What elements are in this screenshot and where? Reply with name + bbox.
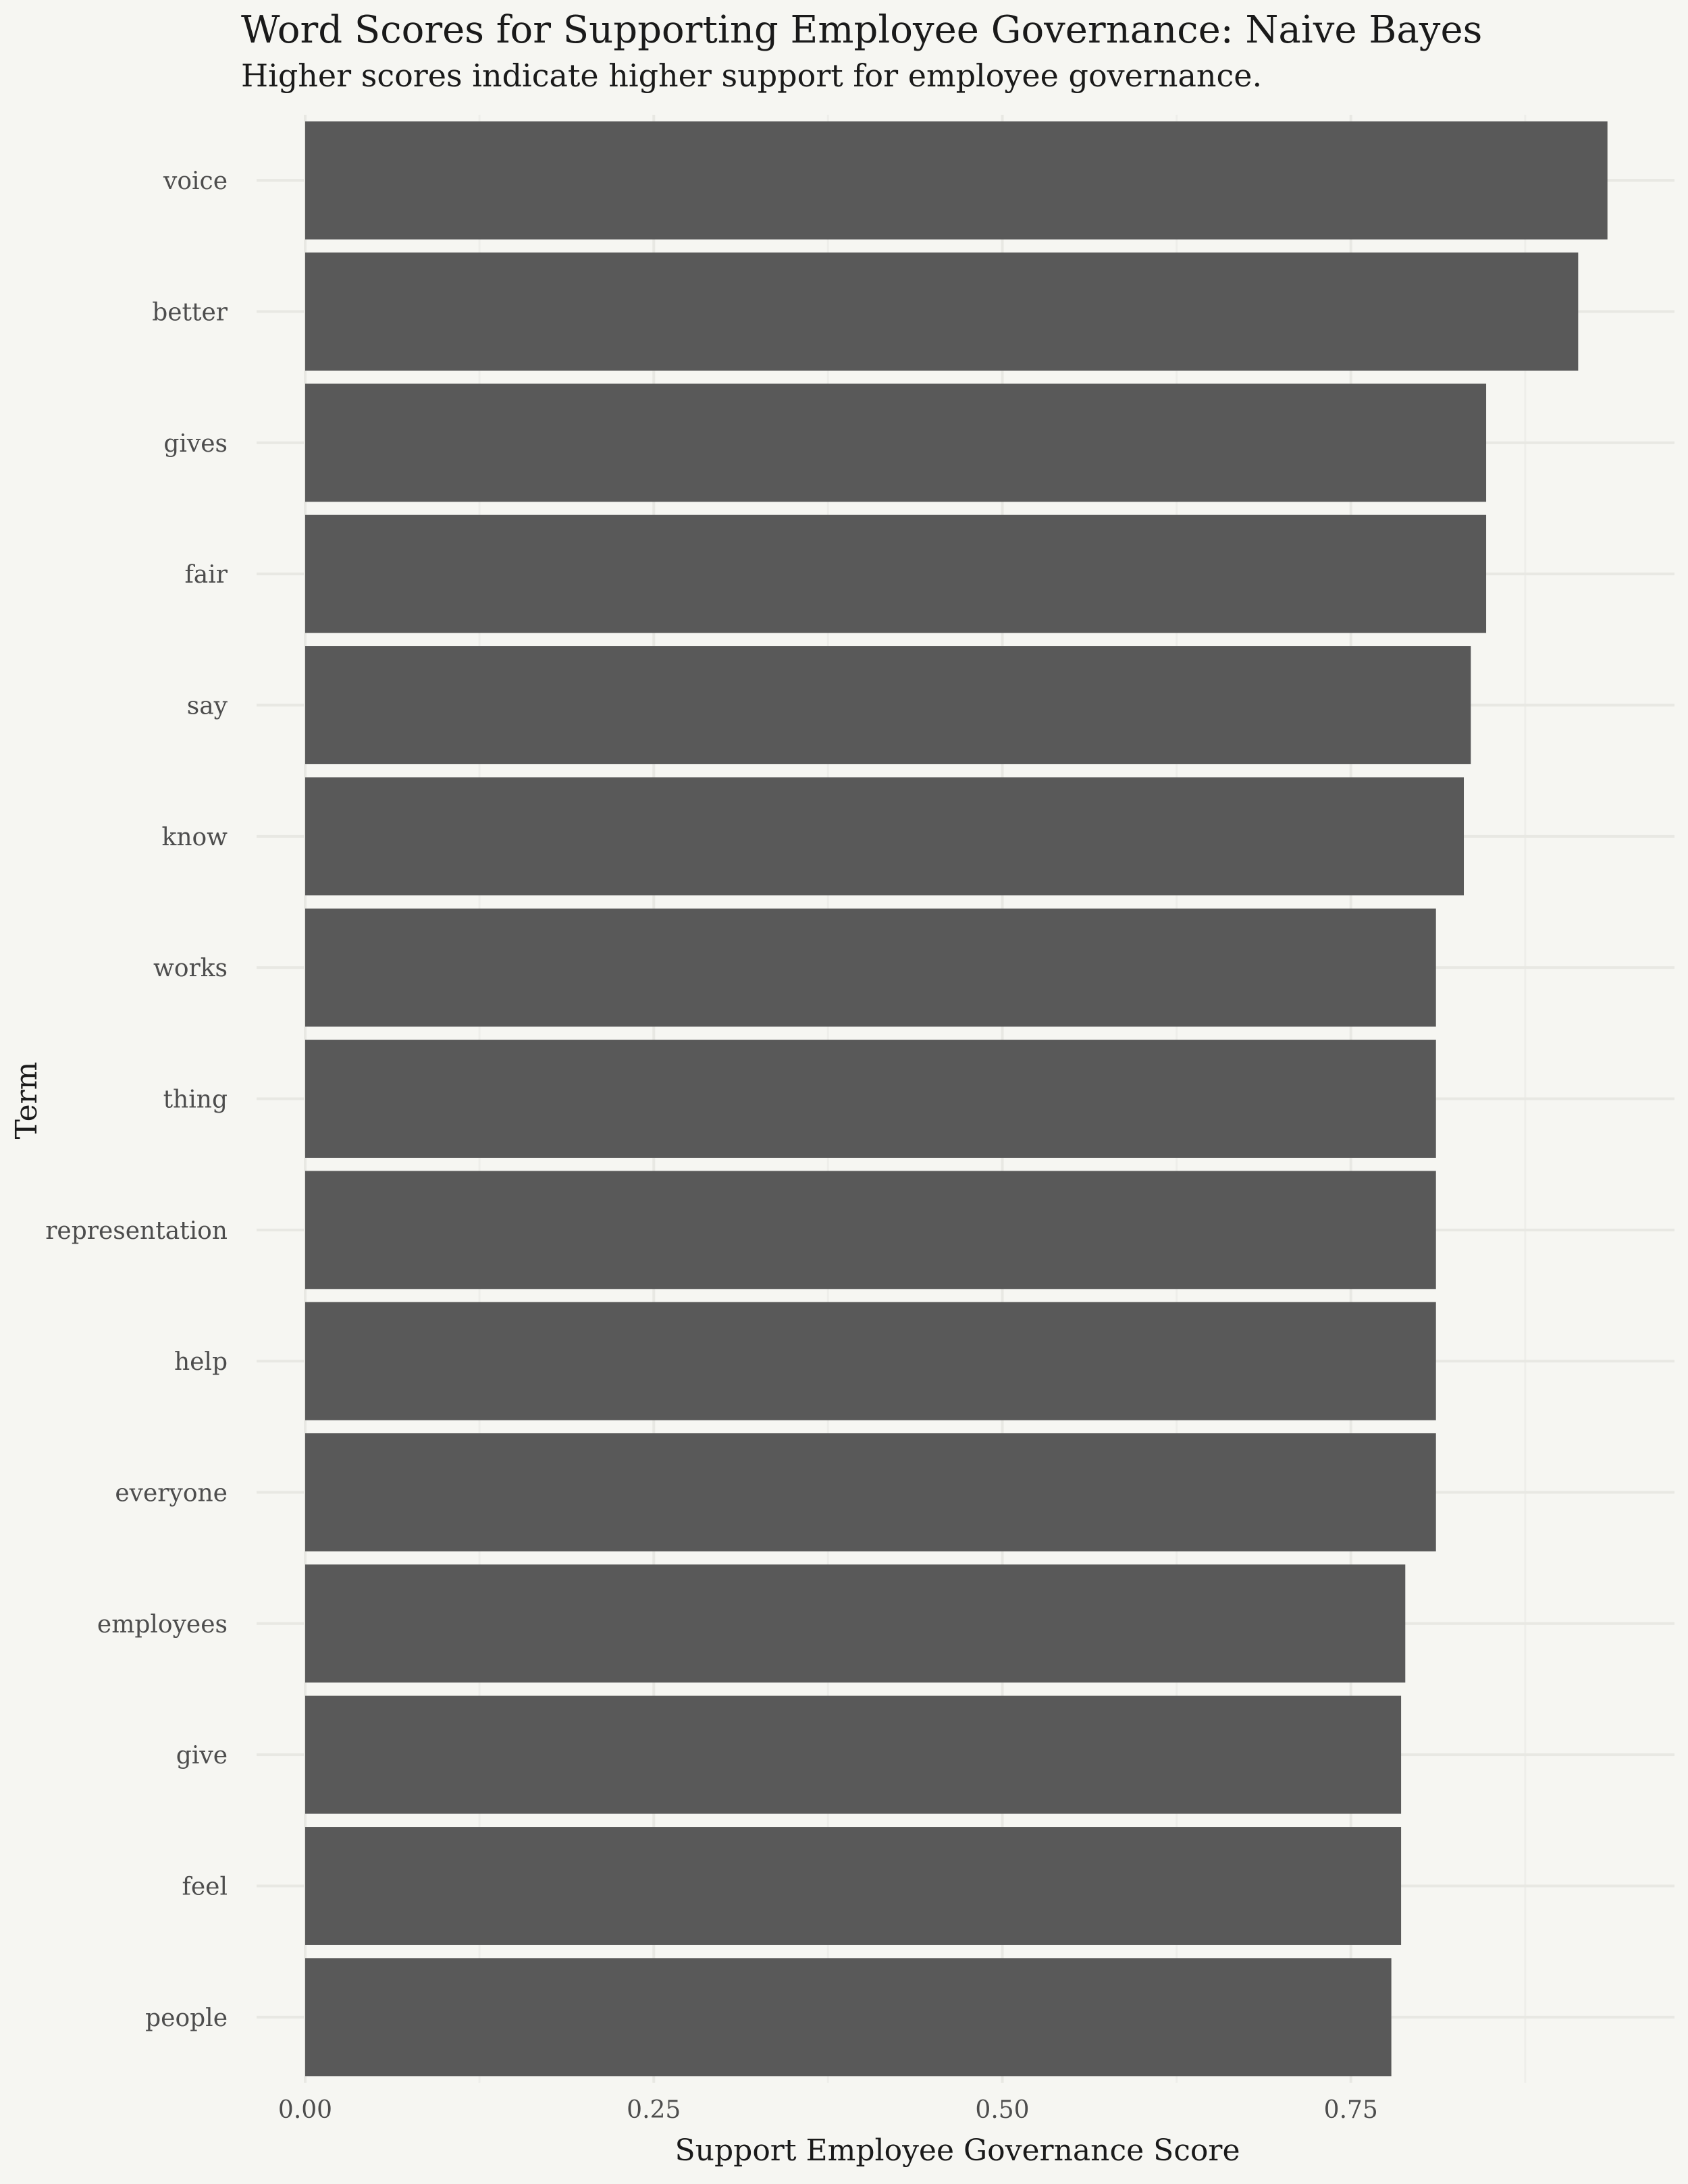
bar-fair <box>305 514 1487 633</box>
y-tick-label-voice: voice <box>163 167 228 195</box>
x-tick-label: 0.50 <box>975 2096 1029 2124</box>
y-tick-label-employees: employees <box>97 1611 228 1639</box>
bar-better <box>305 252 1579 371</box>
x-axis-title: Support Employee Governance Score <box>675 2133 1240 2168</box>
chart-subtitle: Higher scores indicate higher support fo… <box>241 57 1262 94</box>
bar-say <box>305 646 1471 764</box>
y-tick-label-feel: feel <box>182 1873 228 1901</box>
y-tick-label-gives: gives <box>163 430 228 458</box>
bar-know <box>305 777 1465 896</box>
y-tick-label-works: works <box>153 955 228 982</box>
y-tick-label-fair: fair <box>184 561 228 589</box>
bar-works <box>305 908 1436 1027</box>
x-axis-tick-labels: 0.00 0.25 0.50 0.75 <box>278 2096 1378 2124</box>
y-tick-label-representation: representation <box>45 1217 228 1245</box>
y-tick-label-say: say <box>187 693 228 720</box>
y-tick-label-everyone: everyone <box>115 1480 228 1508</box>
y-tick-label-people: people <box>145 2004 228 2032</box>
bar-help <box>305 1302 1436 1420</box>
bar-employees <box>305 1564 1406 1683</box>
bar-people <box>305 1958 1392 2077</box>
x-tick-label: 0.00 <box>278 2096 332 2124</box>
x-tick-label: 0.75 <box>1324 2096 1378 2124</box>
y-tick-label-know: know <box>162 824 228 851</box>
bar-everyone <box>305 1433 1436 1551</box>
bar-thing <box>305 1040 1436 1158</box>
bar-representation <box>305 1171 1436 1289</box>
y-axis-tick-labels: voice better gives fair say know works thing rep… <box>45 167 228 2032</box>
bar-voice <box>305 121 1608 240</box>
chart-title: Word Scores for Supporting Employee Gove… <box>241 8 1482 52</box>
bar-feel <box>305 1827 1402 1945</box>
y-tick-label-give: give <box>176 1742 228 1769</box>
y-tick-label-better: better <box>152 299 228 327</box>
bars <box>305 121 1608 2077</box>
bar-gives <box>305 383 1487 502</box>
bar-give <box>305 1695 1402 1814</box>
x-tick-label: 0.25 <box>627 2096 681 2124</box>
y-axis-title: Term <box>9 1062 44 1140</box>
y-tick-label-help: help <box>174 1348 228 1376</box>
y-tick-label-thing: thing <box>163 1086 228 1114</box>
